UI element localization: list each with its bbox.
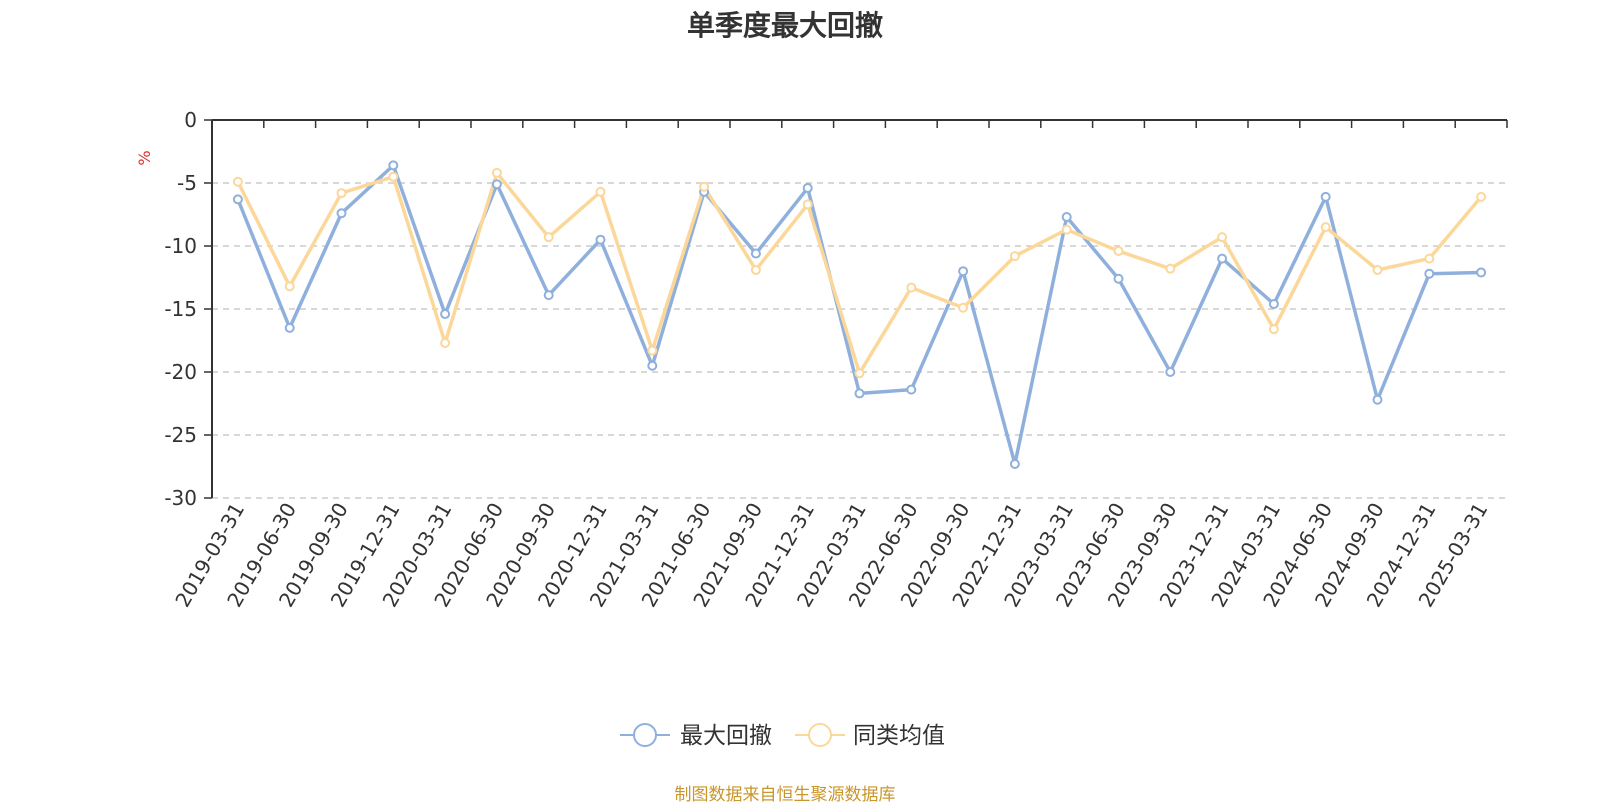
data-point-1[interactable] (1424, 253, 1435, 264)
data-point-0[interactable] (388, 160, 399, 171)
data-point-0[interactable] (232, 194, 243, 205)
data-point-1[interactable] (595, 186, 606, 197)
data-point-0[interactable] (802, 183, 813, 194)
series-lines (232, 160, 1487, 469)
y-tick-label: -10 (164, 234, 197, 258)
data-point-1[interactable] (699, 181, 710, 192)
y-tick-label: -15 (164, 297, 197, 321)
legend-marker[interactable] (633, 723, 657, 747)
data-point-1[interactable] (906, 282, 917, 293)
data-point-0[interactable] (1061, 212, 1072, 223)
data-point-0[interactable] (647, 360, 658, 371)
data-point-0[interactable] (1372, 394, 1383, 405)
data-point-1[interactable] (750, 264, 761, 275)
y-axis-unit-label: % (135, 150, 154, 165)
data-point-1[interactable] (336, 188, 347, 199)
data-point-0[interactable] (543, 290, 554, 301)
data-point-1[interactable] (388, 171, 399, 182)
data-point-0[interactable] (854, 388, 865, 399)
data-point-1[interactable] (284, 281, 295, 292)
y-tick-label: -5 (177, 171, 197, 195)
legend-label[interactable]: 最大回撤 (680, 723, 772, 749)
data-point-1[interactable] (1061, 224, 1072, 235)
data-point-0[interactable] (1476, 267, 1487, 278)
chart-title: 单季度最大回撤 (686, 9, 883, 42)
data-point-0[interactable] (1268, 298, 1279, 309)
data-point-1[interactable] (1217, 232, 1228, 243)
data-point-1[interactable] (1165, 263, 1176, 274)
data-point-1[interactable] (440, 338, 451, 349)
grid-lines (212, 182, 1507, 499)
data-point-0[interactable] (750, 248, 761, 259)
data-point-1[interactable] (232, 176, 243, 187)
data-point-0[interactable] (958, 266, 969, 277)
data-point-0[interactable] (336, 208, 347, 219)
data-point-1[interactable] (647, 345, 658, 356)
source-note: 制图数据来自恒生聚源数据库 (674, 785, 896, 805)
data-point-0[interactable] (1424, 268, 1435, 279)
data-point-0[interactable] (906, 384, 917, 395)
legend-marker[interactable] (808, 723, 832, 747)
data-point-1[interactable] (854, 368, 865, 379)
data-point-1[interactable] (1009, 251, 1020, 262)
legend[interactable]: 最大回撤 同类均值 (620, 723, 945, 749)
data-point-0[interactable] (1320, 191, 1331, 202)
data-point-0[interactable] (1009, 458, 1020, 469)
data-point-1[interactable] (1113, 246, 1124, 257)
series-line-1 (236, 171, 1483, 376)
series-line-0 (236, 163, 1482, 466)
y-tick-label: -25 (164, 423, 197, 447)
data-point-1[interactable] (802, 199, 813, 210)
data-point-0[interactable] (595, 234, 606, 245)
data-point-0[interactable] (440, 309, 451, 320)
data-point-0[interactable] (1165, 367, 1176, 377)
data-point-1[interactable] (491, 167, 502, 178)
data-point-1[interactable] (1476, 191, 1487, 202)
data-point-1[interactable] (958, 302, 969, 313)
data-point-0[interactable] (284, 322, 295, 333)
data-point-1[interactable] (543, 232, 554, 243)
data-point-0[interactable] (1217, 253, 1228, 264)
y-tick-label: -20 (164, 360, 197, 384)
data-point-0[interactable] (1113, 273, 1124, 284)
legend-label[interactable]: 同类均值 (853, 723, 945, 749)
data-point-1[interactable] (1268, 324, 1279, 335)
data-point-0[interactable] (491, 179, 502, 190)
y-tick-label: 0 (184, 108, 197, 132)
data-point-1[interactable] (1320, 222, 1331, 233)
y-tick-label: -30 (164, 486, 197, 510)
data-point-1[interactable] (1372, 264, 1383, 275)
